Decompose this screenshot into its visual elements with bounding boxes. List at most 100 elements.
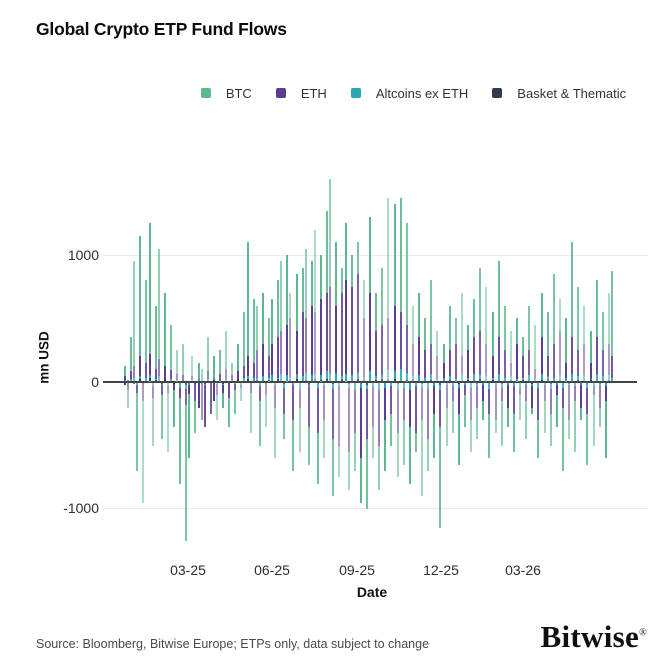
- bar-basket-thematic: [185, 382, 188, 386]
- gridline--1000: [103, 508, 648, 509]
- bar-altcoins-ex-eth: [341, 376, 344, 382]
- bar-eth: [491, 356, 494, 382]
- bar-btc: [546, 311, 549, 382]
- bar-basket-thematic: [362, 380, 365, 382]
- bar-altcoins-ex-eth: [503, 377, 506, 382]
- bar-altcoins-ex-eth: [534, 378, 537, 382]
- bar-basket-thematic: [509, 380, 512, 382]
- bar-altcoins-ex-eth: [252, 377, 255, 382]
- bar-basket-thematic: [607, 380, 610, 382]
- bar-btc: [332, 382, 335, 497]
- bar-altcoins-ex-eth: [283, 382, 286, 388]
- bar-basket-thematic: [127, 380, 130, 382]
- bar-group: [470, 0, 473, 600]
- bar-eth: [280, 330, 283, 382]
- x-tick-label: 12-25: [423, 562, 459, 578]
- bar-group: [378, 0, 381, 600]
- bar-altcoins-ex-eth: [571, 373, 574, 382]
- bar-group: [347, 0, 350, 600]
- bar-basket-thematic: [160, 382, 163, 385]
- bar-group: [243, 0, 246, 600]
- x-tick-label: 09-25: [339, 562, 375, 578]
- bar-altcoins-ex-eth: [405, 372, 408, 382]
- bar-btc: [142, 382, 145, 503]
- bar-altcoins-ex-eth: [154, 378, 157, 382]
- bar-altcoins-ex-eth: [316, 382, 319, 388]
- bar-eth: [574, 382, 577, 402]
- bar-basket-thematic: [365, 382, 368, 386]
- bar-eth: [531, 382, 534, 408]
- bar-btc: [222, 382, 224, 408]
- bar-altcoins-ex-eth: [528, 375, 531, 382]
- legend-label: Altcoins ex ETH: [375, 85, 469, 101]
- bar-eth: [555, 382, 558, 396]
- bar-altcoins-ex-eth: [197, 378, 200, 382]
- bar-eth: [304, 318, 307, 382]
- bar-group: [604, 0, 607, 600]
- bar-basket-thematic: [289, 380, 292, 382]
- bar-eth: [267, 356, 270, 382]
- bar-btc: [255, 305, 258, 382]
- bar-eth: [369, 292, 372, 382]
- bar-group: [418, 0, 421, 600]
- bar-group: [509, 0, 512, 600]
- bar-altcoins-ex-eth: [255, 378, 258, 382]
- bar-btc: [154, 305, 157, 382]
- bar-eth: [467, 349, 470, 382]
- bar-group: [197, 0, 200, 600]
- bar-altcoins-ex-eth: [604, 382, 607, 387]
- bar-altcoins-ex-eth: [418, 375, 421, 382]
- bar-group: [574, 0, 577, 600]
- bar-basket-thematic: [124, 382, 126, 386]
- bar-eth: [488, 382, 491, 415]
- bar-altcoins-ex-eth: [350, 375, 353, 382]
- bar-btc: [173, 382, 175, 427]
- bar-btc: [182, 343, 185, 382]
- bar-btc: [179, 382, 182, 484]
- bar-basket-thematic: [356, 378, 359, 382]
- bar-eth: [194, 382, 197, 402]
- bar-eth: [408, 382, 411, 427]
- bar-btc: [534, 324, 537, 382]
- bar-altcoins-ex-eth: [289, 377, 292, 382]
- bar-btc: [169, 324, 172, 382]
- bar-altcoins-ex-eth: [188, 382, 191, 386]
- bar-eth: [571, 337, 574, 382]
- bar-group: [439, 0, 442, 600]
- bar-altcoins-ex-eth: [139, 376, 142, 382]
- bar-eth: [255, 349, 258, 382]
- bar-btc: [292, 382, 295, 472]
- bar-btc: [212, 356, 215, 382]
- bar-eth: [274, 382, 277, 408]
- bar-altcoins-ex-eth: [537, 382, 540, 388]
- bar-altcoins-ex-eth: [607, 375, 610, 382]
- bar-eth: [512, 382, 515, 415]
- bar-btc: [237, 343, 240, 382]
- bar-btc: [234, 382, 237, 415]
- bar-btc: [571, 242, 574, 382]
- bar-altcoins-ex-eth: [335, 372, 338, 382]
- bar-altcoins-ex-eth: [454, 378, 457, 382]
- bar-btc: [540, 292, 543, 382]
- bar-altcoins-ex-eth: [457, 382, 460, 388]
- bar-altcoins-ex-eth: [185, 382, 188, 389]
- bar-group: [249, 0, 252, 600]
- bar-eth: [209, 382, 212, 415]
- bar-eth: [421, 382, 424, 421]
- bar-altcoins-ex-eth: [586, 382, 589, 388]
- bar-altcoins-ex-eth: [136, 382, 139, 386]
- bar-btc: [387, 198, 390, 382]
- bar-eth: [457, 382, 460, 415]
- bar-eth: [182, 375, 185, 382]
- bar-group: [231, 0, 234, 600]
- bar-btc: [433, 382, 436, 459]
- bar-group: [528, 0, 531, 600]
- bar-btc: [500, 382, 503, 446]
- bar-altcoins-ex-eth: [280, 373, 283, 382]
- bar-altcoins-ex-eth: [203, 382, 206, 386]
- bar-btc: [127, 382, 130, 408]
- legend-swatch-btc: [200, 88, 211, 98]
- bar-altcoins-ex-eth: [577, 376, 580, 382]
- bar-group: [160, 0, 163, 600]
- bar-group: [586, 0, 589, 600]
